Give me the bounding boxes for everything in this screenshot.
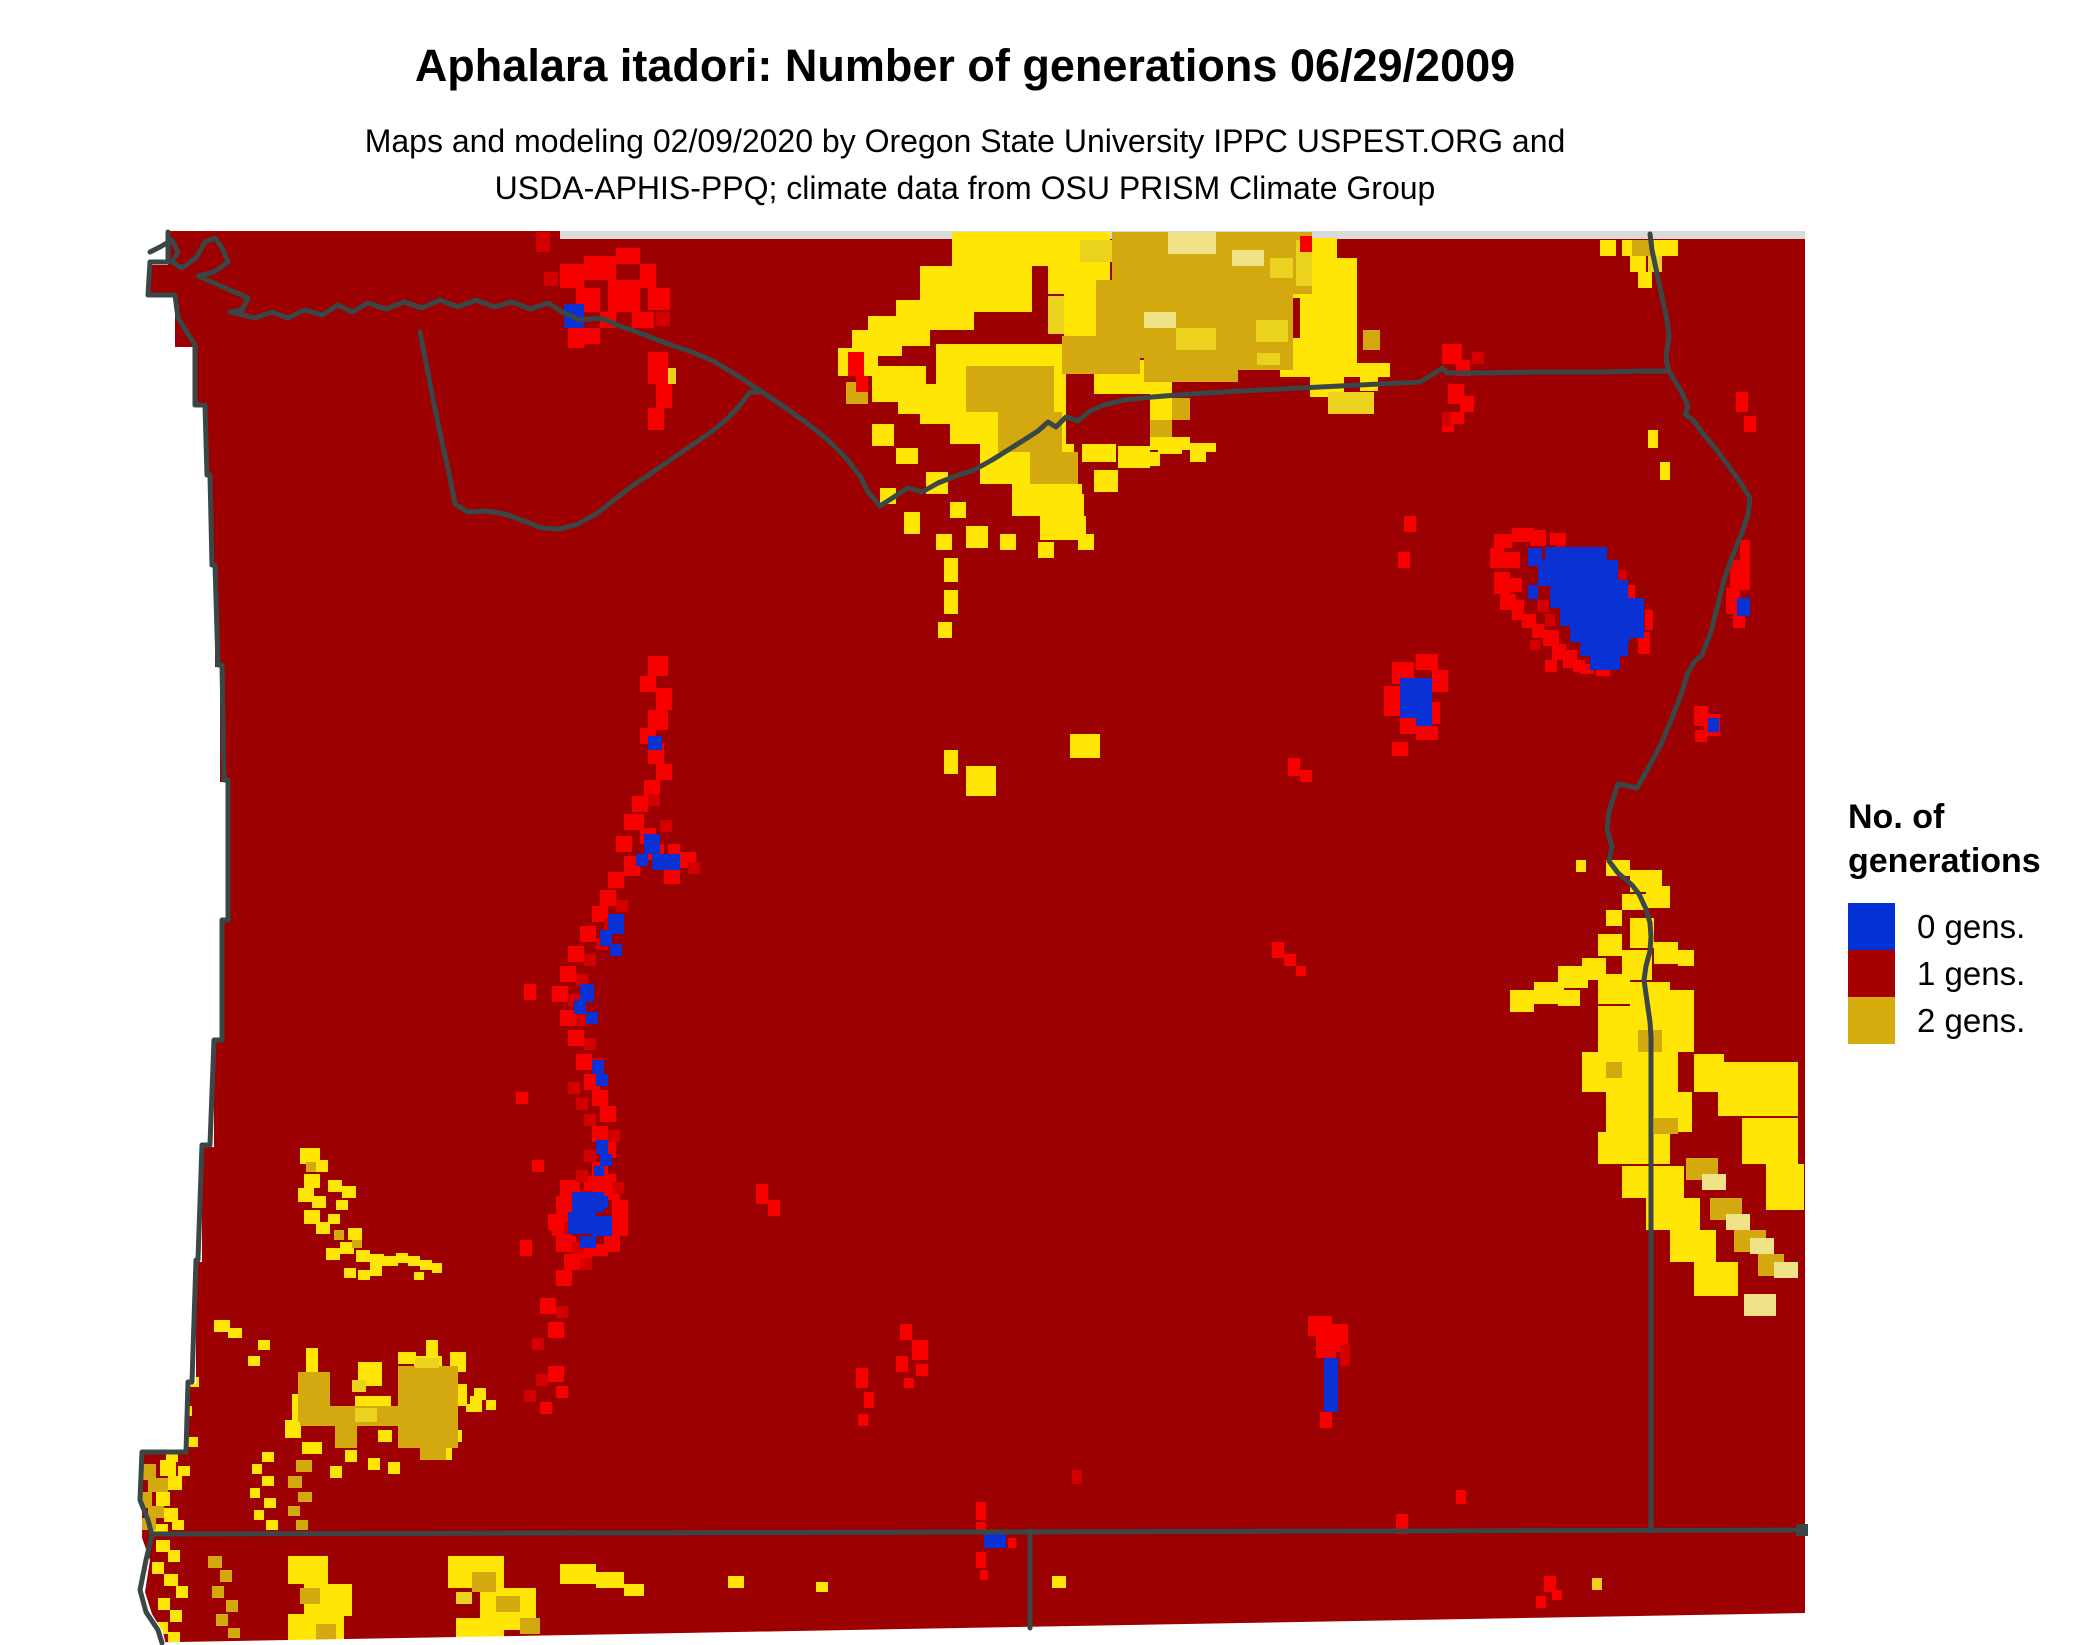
state-border-end-nub [1796,1524,1808,1536]
legend-swatch-2-gens [1848,997,1895,1044]
legend-title-line1: No. of [1848,798,1945,836]
legend-label-1-gens: 1 gens. [1917,954,2026,992]
figure-subtitle-line1: Maps and modeling 02/09/2020 by Oregon S… [364,123,1566,159]
raster-cells-layer [136,232,1804,1642]
state-border-south [149,1527,1808,1537]
ocean-mask-layer [120,231,1805,1645]
snake-river [1604,231,1753,1534]
legend-item-2-gens: 2 gens. [1848,997,2098,1044]
legend-swatch-0-gens [1848,903,1895,950]
legend-item-1-gens: 1 gens. [1848,950,2098,997]
legend-label-2-gens: 2 gens. [1917,1001,2026,1039]
figure-title: Aphalara itadori: Number of generations … [414,40,1516,91]
bottom_edge [120,1613,1805,1645]
figure-subtitle: Maps and modeling 02/09/2020 by Oregon S… [120,118,1810,212]
willamette-river [417,329,765,532]
legend: No. of generations 0 gens. 1 gens. 2 gen… [1848,795,2098,1044]
raster-cells-P [1144,232,1798,1316]
legend-title: No. of generations [1848,795,2098,883]
rivers-and-borders-layer [137,229,1808,1645]
coastline [137,229,231,1645]
legend-swatch-1-gens [1848,950,1895,997]
legend-item-0-gens: 0 gens. [1848,903,2098,950]
ocean_south [120,1535,166,1645]
raster-cells-B [564,304,1750,1548]
columbia-river [147,235,1672,509]
legend-title-line2: generations [1848,842,2041,880]
figure-subtitle-line2: USDA-APHIS-PPQ; climate data from OSU PR… [494,170,1436,206]
legend-label-0-gens: 0 gens. [1917,907,2026,945]
